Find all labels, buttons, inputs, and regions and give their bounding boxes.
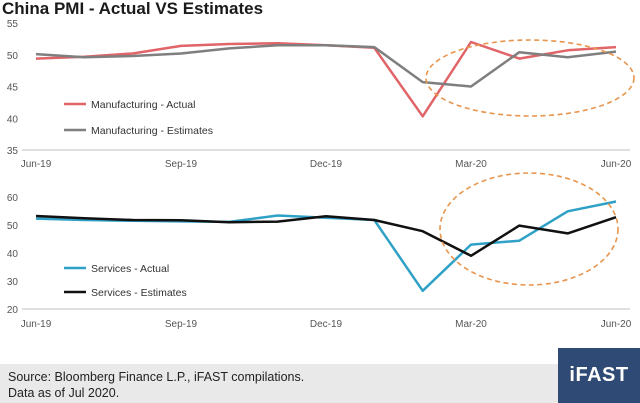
y-tick-label: 35 xyxy=(7,146,19,157)
y-tick-label: 40 xyxy=(7,249,19,260)
highlight-ellipse xyxy=(439,172,619,286)
x-tick-label: Sep-19 xyxy=(165,319,198,330)
highlight-ellipse xyxy=(425,39,635,117)
legend-label: Services - Estimates xyxy=(91,287,187,299)
y-tick-label: 55 xyxy=(7,19,19,30)
x-tick-label: Mar-20 xyxy=(455,159,487,170)
y-tick-label: 45 xyxy=(7,83,19,94)
legend-label: Services - Actual xyxy=(91,263,169,275)
x-tick-label: Dec-19 xyxy=(310,319,343,330)
x-tick-label: Dec-19 xyxy=(310,159,343,170)
series-line-2 xyxy=(35,214,617,258)
x-tick-label: Jun-20 xyxy=(601,159,632,170)
series-line-2 xyxy=(35,43,617,88)
y-tick-label: 30 xyxy=(7,277,19,288)
ifast-logo: iFAST xyxy=(558,348,640,403)
x-tick-label: Jun-19 xyxy=(21,319,52,330)
x-tick-label: Sep-19 xyxy=(165,159,198,170)
x-tick-label: Mar-20 xyxy=(455,319,487,330)
x-tick-label: Jun-20 xyxy=(601,319,632,330)
y-tick-label: 60 xyxy=(7,193,19,204)
y-tick-label: 50 xyxy=(7,51,19,62)
chart-title: China PMI - Actual VS Estimates xyxy=(2,0,264,18)
source-line: Source: Bloomberg Finance L.P., iFAST co… xyxy=(8,370,305,384)
y-tick-label: 20 xyxy=(7,305,19,316)
y-tick-label: 40 xyxy=(7,114,19,125)
legend-label: Manufacturing - Actual xyxy=(91,99,195,111)
data-date-line: Data as of Jul 2020. xyxy=(8,386,120,400)
source-footer: Source: Bloomberg Finance L.P., iFAST co… xyxy=(0,364,640,403)
chart-panel-1: 35 40 45 50 55 Jun-19 Sep-19 Dec-19 Mar-20 Jun-20… xyxy=(7,19,635,170)
legend-label: Manufacturing - Estimates xyxy=(91,125,213,137)
y-tick-label: 50 xyxy=(7,221,19,232)
source-note: Source: Bloomberg Finance L.P., iFAST co… xyxy=(8,369,304,401)
series-line-1 xyxy=(35,200,617,293)
chart-panel-2: 20 30 40 50 60 Jun-19 Sep-19 Dec-19 Mar-20 Jun-20… xyxy=(7,172,632,330)
pmi-charts: 35 40 45 50 55 Jun-19 Sep-19 Dec-19 Mar-20 Jun-20… xyxy=(7,19,635,330)
x-tick-label: Jun-19 xyxy=(21,159,52,170)
